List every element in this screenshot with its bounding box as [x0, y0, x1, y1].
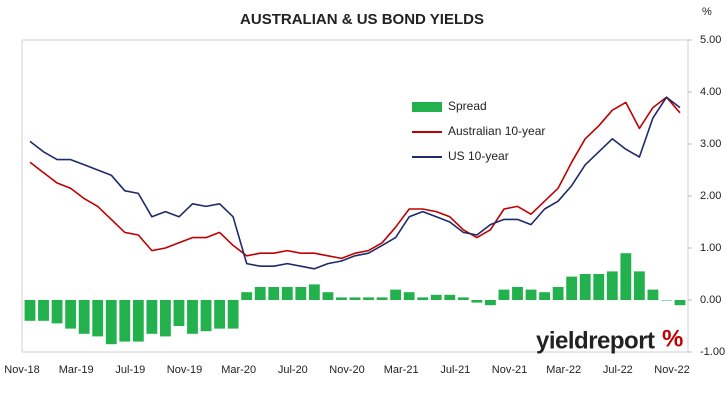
spread-bar [430, 294, 442, 300]
x-tick-label: Mar-19 [59, 364, 94, 376]
spread-bar [498, 289, 510, 300]
legend-label: US 10-year [448, 149, 509, 163]
spread-bar [661, 300, 672, 301]
spread-bar [24, 300, 36, 321]
spread-bar [92, 300, 104, 337]
spread-bar [376, 297, 388, 300]
logo-symbol: % [662, 325, 683, 352]
y-tick-label: 4.00 [700, 86, 721, 98]
spread-bar [160, 300, 171, 337]
logo: yieldreport [536, 327, 655, 354]
yield-line [29, 96, 681, 260]
legend-label: Australian 10-year [448, 124, 545, 138]
spread-bar [579, 274, 591, 300]
spread-bar [227, 300, 239, 329]
y-tick-label: 1.00 [700, 242, 721, 254]
spread-bar [65, 300, 77, 329]
spread-bar [336, 297, 347, 300]
spread-bar [268, 287, 280, 300]
spread-bar [38, 300, 49, 321]
x-tick-label: Jul-20 [278, 364, 308, 376]
spread-bar [200, 300, 212, 332]
spread-bar [606, 271, 618, 300]
spread-bar [647, 289, 659, 300]
spread-bar [512, 287, 523, 300]
spread-bar [390, 289, 402, 300]
x-tick-label: Jul-21 [440, 364, 470, 376]
x-tick-label: Nov-18 [4, 364, 39, 376]
spread-bar [566, 276, 578, 300]
spread-bar [363, 297, 374, 300]
spread-bar [146, 300, 158, 334]
spread-bar [241, 292, 253, 300]
spread-bar [173, 300, 185, 326]
spread-bar [471, 300, 483, 303]
y-tick-label: -1.00 [700, 346, 725, 358]
spread-bar [417, 297, 429, 300]
spread-bar [295, 287, 307, 300]
spread-bar [214, 300, 225, 329]
spread-bar [593, 274, 605, 300]
x-tick-label: Nov-22 [654, 364, 689, 376]
chart-title: AUSTRALIAN & US BOND YIELDS [240, 11, 484, 28]
spread-bar [254, 287, 266, 300]
spread-bar [187, 300, 198, 334]
x-tick-label: Nov-21 [492, 364, 527, 376]
spread-bar [105, 300, 117, 345]
spread-bar [539, 292, 550, 300]
legend-swatch [412, 102, 442, 112]
spread-bar [119, 300, 131, 342]
spread-bar [457, 297, 469, 300]
spread-bar [403, 292, 415, 300]
spread-bar [132, 300, 144, 342]
spread-bar [485, 300, 496, 306]
spread-bar [349, 297, 361, 300]
spread-bar [78, 300, 90, 334]
y-tick-label: 2.00 [700, 190, 721, 202]
y-tick-label: 0.00 [700, 294, 721, 306]
x-tick-label: Jul-22 [603, 364, 633, 376]
spread-bar [674, 300, 686, 306]
y-tick-label: 3.00 [700, 138, 721, 150]
x-tick-label: Jul-19 [115, 364, 145, 376]
spread-bar [322, 292, 334, 300]
spread-bar [633, 271, 645, 300]
x-tick-label: Mar-22 [546, 364, 581, 376]
x-tick-label: Nov-19 [167, 364, 202, 376]
spread-bar [281, 287, 293, 300]
legend-label: Spread [448, 99, 487, 113]
x-tick-label: Mar-21 [384, 364, 419, 376]
spread-bar [51, 300, 63, 324]
x-tick-label: Nov-20 [329, 364, 364, 376]
spread-bar [308, 284, 320, 300]
yield-line [29, 96, 681, 270]
spread-bar [525, 289, 537, 300]
spread-bar [444, 294, 456, 300]
y-tick-label: 5.00 [700, 34, 721, 46]
spread-bar [552, 287, 564, 300]
y-unit: % [702, 6, 712, 18]
spread-bar [620, 253, 632, 300]
x-tick-label: Mar-20 [221, 364, 256, 376]
